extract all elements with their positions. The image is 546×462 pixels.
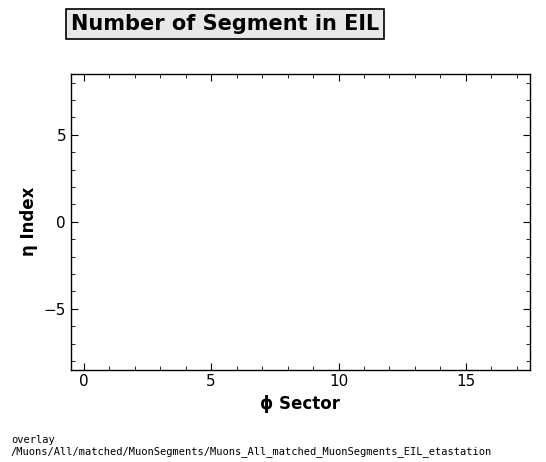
Text: overlay
/Muons/All/matched/MuonSegments/Muons_All_matched_MuonSegments_EIL_etast: overlay /Muons/All/matched/MuonSegments/… [11,435,492,457]
Y-axis label: η Index: η Index [20,187,38,256]
X-axis label: ϕ Sector: ϕ Sector [260,395,340,413]
Text: Number of Segment in EIL: Number of Segment in EIL [71,14,379,34]
